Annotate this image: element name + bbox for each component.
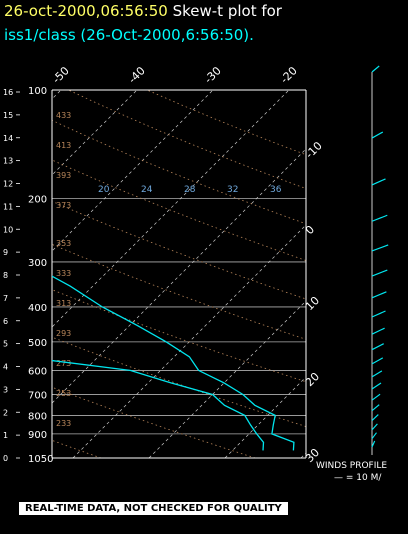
wind-barb xyxy=(371,440,376,448)
isotherm-line xyxy=(72,224,306,458)
height-tick-label: 11 xyxy=(3,202,13,211)
wind-barb xyxy=(371,343,384,351)
wind-barb xyxy=(371,131,384,139)
adiabat-label: 413 xyxy=(56,141,71,150)
adiabat-label: 393 xyxy=(56,171,71,180)
pressure-tick-label: 100 xyxy=(28,86,47,97)
height-tick-label: 15 xyxy=(3,111,13,120)
axis-ticks: 161514131211109876543210-90-80-70-60-50-… xyxy=(3,64,325,465)
adiabat-label: 253 xyxy=(56,389,71,398)
height-tick-label: 14 xyxy=(3,134,13,143)
sounding-trace-0 xyxy=(52,275,295,451)
isotherm-line xyxy=(224,376,306,458)
wind-barb xyxy=(371,382,382,390)
isotherm-line xyxy=(148,300,306,458)
mixing-ratio-lines: 20 24 28 32 36 xyxy=(98,185,282,195)
height-tick-label: 0 xyxy=(3,454,8,463)
pressure-tick-label: 1050 xyxy=(28,454,53,465)
plot-title: Skew-t plot for xyxy=(172,2,282,20)
plot-frame xyxy=(51,89,307,459)
wind-barb xyxy=(371,423,378,431)
pressure-tick-label: 200 xyxy=(28,194,47,205)
pressure-tick-label: 500 xyxy=(28,338,47,349)
wind-barb xyxy=(371,414,379,422)
adiabat-label: 293 xyxy=(56,329,71,338)
adiabat-label: 333 xyxy=(56,269,71,278)
dry-adiabat-line xyxy=(52,439,102,458)
adiabat-label: 233 xyxy=(56,419,71,428)
adiabat-label: 353 xyxy=(56,239,71,248)
sounding-traces xyxy=(52,275,295,451)
height-tick-label: 13 xyxy=(3,157,13,166)
wind-barb xyxy=(371,432,377,440)
temperature-tick-label: 0 xyxy=(303,223,317,237)
wind-barb xyxy=(371,178,386,186)
mixing-ratio-label: 24 xyxy=(141,185,153,195)
quality-notice: REAL-TIME DATA, NOT CHECKED FOR QUALITY xyxy=(19,502,288,515)
height-tick-label: 12 xyxy=(3,180,13,189)
pressure-tick-label: 300 xyxy=(28,258,47,269)
isotherm-line xyxy=(377,90,408,458)
dry-adiabat-line xyxy=(68,90,306,190)
chart-title: 26-oct-2000,06:56:50 Skew-t plot for xyxy=(4,2,282,20)
wind-barb xyxy=(371,393,381,401)
height-tick-label: 16 xyxy=(3,88,13,97)
mixing-ratio-label: 28 xyxy=(184,185,196,195)
winds-profile-label: WINDS PROFILE xyxy=(316,461,388,471)
pressure-tick-label: 900 xyxy=(28,430,47,441)
wind-barb xyxy=(371,327,385,335)
pressure-tick-label: 400 xyxy=(28,303,47,314)
isotherm-line xyxy=(52,90,290,328)
height-tick-label: 6 xyxy=(3,317,8,326)
wind-barb xyxy=(371,357,384,365)
mixing-ratio-label: 36 xyxy=(270,185,282,195)
isotherm-line xyxy=(52,148,306,404)
adiabat-label: 313 xyxy=(56,299,71,308)
wind-barb xyxy=(371,404,380,412)
temperature-tick-label: -40 xyxy=(126,64,148,86)
height-tick-label: 8 xyxy=(3,271,8,280)
wind-barb xyxy=(371,310,386,318)
wind-barb xyxy=(371,291,387,299)
pressure-tick-label: 800 xyxy=(28,411,47,422)
height-tick-label: 9 xyxy=(3,248,8,257)
dry-adiabat-line xyxy=(52,386,256,458)
height-tick-label: 2 xyxy=(3,408,8,417)
temperature-tick-label: -30 xyxy=(202,64,224,86)
chart-subtitle: iss1/class (26-Oct-2000,6:56:50). xyxy=(4,26,254,44)
height-tick-label: 4 xyxy=(3,363,8,372)
wind-barb xyxy=(371,214,388,222)
isotherm-lines xyxy=(52,90,408,458)
height-tick-label: 10 xyxy=(3,225,13,234)
isotherm-line xyxy=(52,90,214,252)
wind-barb xyxy=(371,244,389,252)
adiabat-label: 273 xyxy=(56,359,71,368)
adiabat-label: 433 xyxy=(56,111,71,120)
pressure-tick-label: 600 xyxy=(28,366,47,377)
temperature-tick-label: -50 xyxy=(50,64,72,86)
wind-barb xyxy=(371,370,383,378)
adiabat-label: 373 xyxy=(56,201,71,210)
pressure-tick-label: 700 xyxy=(28,391,47,402)
height-tick-label: 3 xyxy=(3,385,8,394)
isotherm-line xyxy=(52,90,138,176)
height-tick-label: 5 xyxy=(3,340,8,349)
wind-barb xyxy=(371,269,388,277)
winds-scale-label: — = 10 M/ xyxy=(334,473,382,483)
sounding-date: 26-oct-2000,06:56:50 xyxy=(4,2,168,20)
wind-profile xyxy=(371,65,389,455)
mixing-ratio-label: 20 xyxy=(98,185,110,195)
dry-adiabat-line xyxy=(146,90,306,156)
height-tick-label: 7 xyxy=(3,294,8,303)
temperature-tick-label: -20 xyxy=(278,64,300,86)
mixing-ratio-label: 32 xyxy=(227,185,238,195)
wind-barb xyxy=(371,65,380,73)
sounding-trace-1 xyxy=(52,359,265,451)
height-tick-label: 1 xyxy=(3,431,8,440)
dry-adiabat-line xyxy=(52,336,306,427)
